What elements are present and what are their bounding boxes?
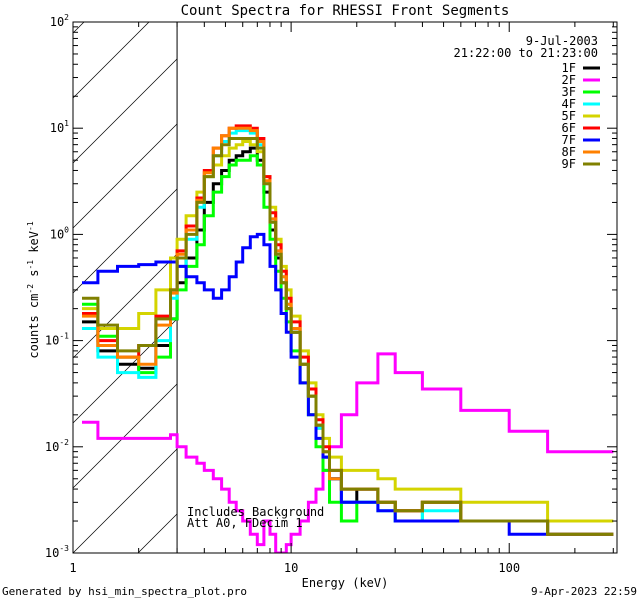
series-2F <box>82 352 614 553</box>
hatched-region <box>0 0 640 553</box>
hatch-line <box>0 0 23 553</box>
hatch-line <box>73 22 150 99</box>
series-8F <box>82 126 614 536</box>
time-range-label: 21:22:00 to 21:23:00 <box>454 46 599 60</box>
hatch-line <box>73 448 178 553</box>
y-tick-label: 10-3 <box>45 544 69 560</box>
hatch-line <box>73 58 178 164</box>
y-tick-label: 101 <box>50 119 69 135</box>
y-tick-label: 10-2 <box>45 438 69 454</box>
footer-timestamp: 9-Apr-2023 22:59 <box>531 585 637 598</box>
hatch-line <box>73 383 178 489</box>
x-tick-label: 10 <box>284 561 298 575</box>
y-axis-label: counts cm-2 s-1 keV-1 <box>26 221 41 358</box>
hatch-line <box>73 318 178 424</box>
annotation-background: Includes Background <box>187 505 324 519</box>
chart-title: Count Spectra for RHESSI Front Segments <box>181 3 510 19</box>
hatch-line <box>73 188 178 294</box>
series-4F <box>82 129 614 536</box>
legend-label-8F: 8F <box>562 145 576 159</box>
series-9F <box>82 137 614 536</box>
y-tick-label: 100 <box>50 225 69 241</box>
date-label: 9-Jul-2003 <box>526 34 598 48</box>
hatch-line <box>398 0 640 553</box>
hatch-lines <box>0 0 640 553</box>
series-6F <box>82 124 614 536</box>
x-axis-label: Energy (keV) <box>302 576 389 590</box>
legend-label-9F: 9F <box>562 157 576 171</box>
legend-label-1F: 1F <box>562 61 576 75</box>
footer-generated-by: Generated by hsi_min_spectra_plot.pro <box>2 585 247 598</box>
legend-label-6F: 6F <box>562 121 576 135</box>
axes: 1 10 100 102 101 100 10-1 10-2 10-3 <box>45 13 617 575</box>
hatch-line <box>73 253 178 359</box>
legend-label-4F: 4F <box>562 97 576 111</box>
legend-label-2F: 2F <box>562 73 576 87</box>
y-tick-label: 102 <box>50 13 69 29</box>
hatch-line <box>528 0 640 553</box>
y-tick-label: 10-1 <box>45 332 69 348</box>
legend-label-5F: 5F <box>562 109 576 123</box>
legend-label-7F: 7F <box>562 133 576 147</box>
x-tick-label: 1 <box>69 561 76 575</box>
hatch-line <box>73 123 178 229</box>
legend-label-3F: 3F <box>562 85 576 99</box>
annotation-attenuator: Att A0, FDecim 1 <box>187 516 303 530</box>
series-group <box>82 124 614 553</box>
plot-frame <box>72 21 618 554</box>
x-tick-label: 100 <box>498 561 520 575</box>
